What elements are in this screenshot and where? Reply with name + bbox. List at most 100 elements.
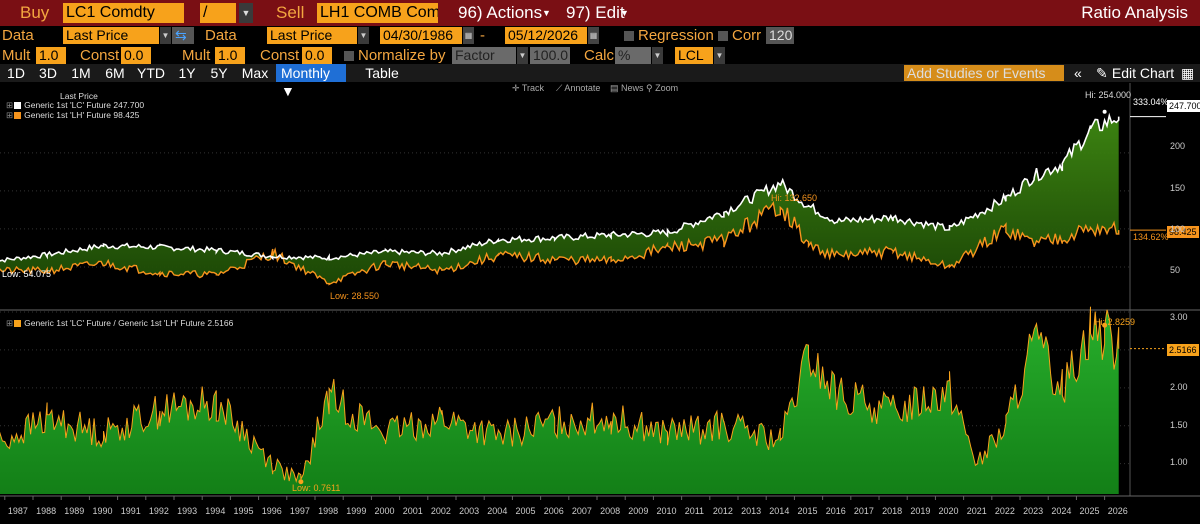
upper-legend-item-lh[interactable]: ⊞ Generic 1st 'LH' Future 98.425 — [6, 110, 140, 120]
lh-swatch-icon — [14, 112, 22, 120]
news-label: News — [621, 83, 644, 93]
x-axis-year-label: 1997 — [289, 506, 310, 516]
x-axis-year-label: 2002 — [430, 506, 451, 516]
calc-label: Calc — [584, 47, 615, 64]
x-axis-year-label: 2005 — [515, 506, 536, 516]
x-axis-year-label: 2024 — [1051, 506, 1072, 516]
lower-y-tick: 3.00 — [1170, 312, 1188, 322]
period-1m[interactable]: 1M — [71, 65, 91, 81]
operator-dropdown-icon[interactable]: ▼ — [239, 3, 253, 23]
actions-menu[interactable]: 96) Actions — [458, 3, 543, 22]
normalize-select[interactable]: Factor — [452, 47, 516, 64]
x-axis-year-label: 2012 — [712, 506, 733, 516]
start-calendar-icon[interactable]: ▦ — [463, 27, 474, 44]
actions-chevron-icon[interactable]: ▼ — [542, 8, 551, 18]
zoom-tool[interactable]: ⚲ Zoom — [646, 83, 679, 93]
x-axis-year-label: 2009 — [628, 506, 649, 516]
table-tab[interactable]: Table — [365, 65, 399, 81]
operator-field[interactable]: / — [200, 3, 236, 23]
x-axis-year-label: 2004 — [487, 506, 508, 516]
edit-chart-button[interactable]: Edit Chart — [1111, 65, 1175, 81]
zoom-label: Zoom — [655, 83, 679, 93]
start-date-field[interactable]: 04/30/1986 — [380, 27, 462, 44]
buy-ticker-field[interactable]: LC1 Comdty — [63, 3, 184, 23]
currency-select[interactable]: LCL — [675, 47, 713, 64]
ratio-low-label: Low: 0.7611 — [292, 483, 341, 493]
grid-menu-icon[interactable]: ▦ — [1181, 65, 1195, 81]
lc-swatch-icon — [14, 102, 22, 110]
x-axis-year-label: 1993 — [177, 506, 198, 516]
normalize-label: Normalize by — [358, 47, 446, 64]
collapse-double-chevron-icon[interactable]: « — [1074, 65, 1082, 81]
add-studies-input[interactable]: Add Studies or Events — [904, 65, 1064, 81]
upper-y-tick: 100 — [1170, 224, 1186, 234]
track-tool[interactable]: ✛ Track — [512, 83, 545, 93]
lh-legend-value: 98.425 — [113, 110, 140, 120]
upper-legend-header: Last Price — [60, 91, 98, 101]
period-ytd[interactable]: YTD — [137, 65, 165, 81]
edit-chevron-icon[interactable]: ▼ — [620, 8, 629, 18]
lc-hi-marker — [1102, 109, 1107, 114]
data-label-2: Data — [205, 27, 237, 44]
currency-dropdown-icon[interactable]: ▼ — [714, 47, 725, 64]
lh-last-price-tag: 98.425 — [1167, 226, 1199, 238]
x-axis-year-label: 1988 — [36, 506, 57, 516]
x-axis-year-label: 2007 — [571, 506, 592, 516]
factor-field[interactable]: 100.0 — [530, 47, 570, 64]
const-field-2[interactable]: 0.0 — [302, 47, 332, 64]
x-axis-year-label: 2011 — [684, 506, 705, 516]
x-axis-year-label: 2014 — [769, 506, 790, 516]
corr-checkbox[interactable] — [718, 31, 728, 41]
ratio-legend-name: Generic 1st 'LC' Future / Generic 1st 'L… — [24, 318, 205, 328]
calc-dropdown-icon[interactable]: ▼ — [652, 47, 663, 64]
corr-window-field[interactable]: 120 — [766, 27, 794, 44]
period-3d[interactable]: 3D — [39, 65, 57, 81]
ratio-low-marker — [298, 479, 304, 485]
annotate-label: Annotate — [564, 83, 601, 93]
lh-hi-label: Hi: 132.650 — [771, 193, 818, 203]
regression-checkbox[interactable] — [624, 31, 634, 41]
upper-pct-top-label: 333.04% — [1133, 97, 1169, 107]
normalize-checkbox[interactable] — [344, 51, 354, 61]
data-select-1-dropdown-icon[interactable]: ▼ — [160, 27, 171, 44]
data-select-2-dropdown-icon[interactable]: ▼ — [358, 27, 369, 44]
end-calendar-icon[interactable]: ▦ — [588, 27, 599, 44]
const-label-1: Const — [80, 47, 120, 64]
news-tool[interactable]: ▤ News — [610, 83, 644, 93]
edit-menu[interactable]: 97) Edit — [566, 3, 625, 22]
x-axis-year-label: 2026 — [1107, 506, 1128, 516]
end-date-field[interactable]: 05/12/2026 — [505, 27, 587, 44]
period-6m[interactable]: 6M — [105, 65, 125, 81]
x-axis-year-label: 2015 — [797, 506, 818, 516]
period-max[interactable]: Max — [241, 65, 269, 81]
upper-legend-item-lc[interactable]: ⊞ Generic 1st 'LC' Future 247.700 — [6, 100, 145, 110]
x-axis-year-label: 1989 — [64, 506, 85, 516]
x-axis-year-label: 2006 — [543, 506, 564, 516]
swap-icon[interactable]: ⇆ — [172, 27, 194, 44]
period-1y[interactable]: 1Y — [178, 65, 196, 81]
mult-field-2[interactable]: 1.0 — [215, 47, 245, 64]
data-select-2[interactable]: Last Price — [267, 27, 357, 44]
pencil-icon[interactable]: ✎ — [1096, 65, 1108, 81]
x-axis-year-label: 1987 — [7, 506, 28, 516]
const-field-1[interactable]: 0.0 — [121, 47, 151, 64]
sell-ticker-field[interactable]: LH1 COMB Com — [317, 3, 438, 23]
annotate-tool[interactable]: ⟋ Annotate — [556, 83, 601, 93]
ratio-legend-value: 2.5166 — [207, 318, 234, 328]
period-5y[interactable]: 5Y — [210, 65, 228, 81]
frequency-select[interactable]: Monthly ▼ — [276, 64, 346, 99]
settings-row-2: Mult 1.0 Const 0.0 Mult 1.0 Const 0.0 No… — [0, 46, 1200, 66]
period-1d[interactable]: 1D — [7, 65, 25, 81]
calc-select[interactable]: % — [615, 47, 651, 64]
mult-field-1[interactable]: 1.0 — [36, 47, 66, 64]
x-axis-year-label: 2018 — [882, 506, 903, 516]
date-separator: - — [480, 27, 485, 44]
upper-pct-bottom-label: 134.62% — [1133, 232, 1169, 242]
data-select-1[interactable]: Last Price — [63, 27, 159, 44]
normalize-dropdown-icon[interactable]: ▼ — [517, 47, 528, 64]
lower-legend-item[interactable]: ⊞ Generic 1st 'LC' Future / Generic 1st '… — [6, 318, 234, 328]
x-axis-year-label: 1998 — [318, 506, 339, 516]
data-label-1: Data — [2, 27, 34, 44]
x-axis-year-label: 2013 — [741, 506, 762, 516]
